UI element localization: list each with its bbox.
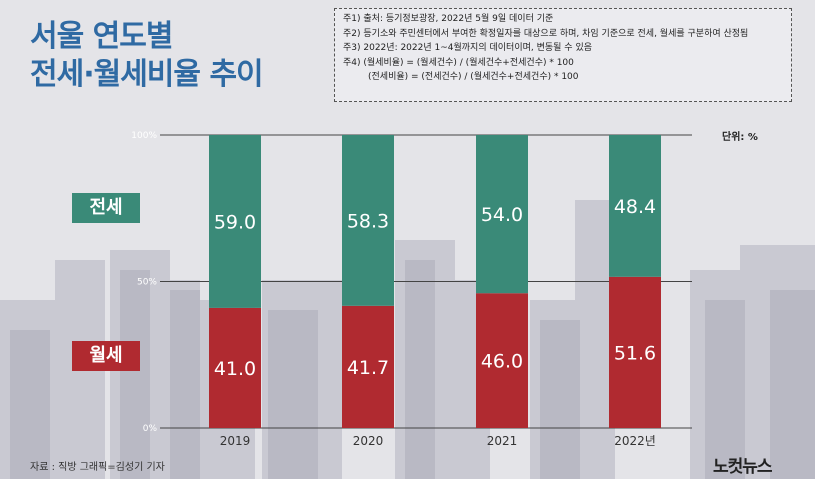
bar-jeonse <box>209 135 261 308</box>
x-tick-label: 2021 <box>487 434 518 448</box>
data-label-wolse: 41.7 <box>347 357 389 379</box>
y-tick-label: 100% <box>131 131 157 141</box>
bar-wolse <box>342 305 394 428</box>
data-label-wolse: 51.6 <box>614 342 656 364</box>
x-tick-label: 2020 <box>353 434 384 448</box>
bar-wolse <box>609 276 661 428</box>
data-label-jeonse: 58.3 <box>347 210 389 232</box>
footnote-2: 주2) 등기소와 주민센터에서 부여한 확정일자를 대상으로 하며, 차임 기준… <box>343 28 749 39</box>
unit-label: 단위: % <box>722 132 758 143</box>
y-tick-label: 50% <box>137 278 157 288</box>
bar-wolse <box>476 293 528 428</box>
bar-wolse <box>209 307 261 428</box>
data-label-wolse: 46.0 <box>481 351 523 373</box>
footnote-4-formula: (전세비율) = (전세건수) / (월세건수+전세건수) * 100 <box>368 72 579 82</box>
publisher-logo: 노컷뉴스 <box>713 457 773 477</box>
source-credit: 자료 : 직방 그래픽=김성기 기자 <box>30 462 165 473</box>
chart-title-line2: 전세·월세비율 추이 <box>30 57 264 92</box>
bar-jeonse <box>476 135 528 294</box>
footnote-3: 주3) 2022년: 2022년 1~4월까지의 데이터이며, 변동될 수 있음 <box>343 43 592 53</box>
data-label-wolse: 41.0 <box>214 358 256 380</box>
chart-title-line1: 서울 연도별 <box>30 19 173 54</box>
y-tick-label: 0% <box>143 424 158 434</box>
bar-jeonse <box>342 135 394 306</box>
legend-badge-wolse: 월세 <box>72 341 140 371</box>
data-label-jeonse: 54.0 <box>481 204 523 226</box>
x-tick-label: 2022년 <box>614 434 656 448</box>
footnotes-box: 주1) 출처: 등기정보광장, 2022년 5월 9일 데이터 기준 주2) 등… <box>334 8 792 102</box>
data-label-jeonse: 59.0 <box>214 211 256 233</box>
bar-jeonse <box>609 135 661 277</box>
footnote-1: 주1) 출처: 등기정보광장, 2022년 5월 9일 데이터 기준 <box>343 14 554 24</box>
x-tick-label: 2019 <box>220 434 251 448</box>
footnote-4: 주4) (월세비율) = (월세건수) / (월세건수+전세건수) * 100 <box>343 57 574 68</box>
data-label-jeonse: 48.4 <box>614 196 656 218</box>
legend-badge-jeonse: 전세 <box>72 193 140 223</box>
